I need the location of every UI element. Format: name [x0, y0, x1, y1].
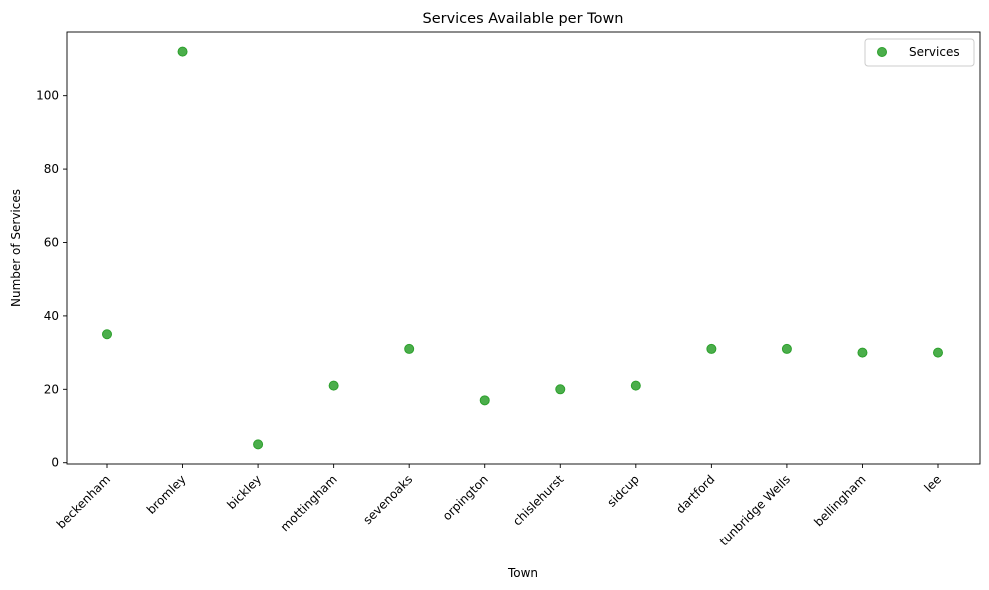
legend-marker-services	[877, 47, 887, 57]
x-tick-label: bickley	[224, 472, 264, 512]
data-point	[857, 347, 868, 358]
x-tick-label: tunbridge Wells	[717, 472, 793, 548]
x-axis-ticks: beckenham bromley bickley mottingham sevenoa…	[54, 464, 944, 548]
plot-area: 0 20 40 60 80 100 beckenham bromley bickley mott…	[36, 31, 981, 548]
x-tick-label: bellingham	[811, 472, 868, 529]
chart-title: Services Available per Town	[422, 11, 623, 27]
y-tick-label: 40	[44, 309, 59, 323]
data-point	[328, 380, 339, 391]
y-tick-label: 20	[44, 382, 59, 396]
data-point	[102, 329, 112, 340]
plot-frame	[66, 31, 981, 465]
data-point	[555, 384, 566, 395]
data-point	[933, 347, 943, 358]
data-point	[177, 46, 188, 57]
y-axis-ticks: 0 20 40 60 80 100	[36, 89, 67, 470]
data-point	[706, 343, 717, 354]
x-tick-label: beckenham	[54, 472, 113, 531]
x-tick-label: chislehurst	[510, 472, 566, 528]
legend-box	[864, 38, 975, 67]
data-point	[479, 395, 490, 406]
x-tick-label: orpington	[440, 472, 491, 523]
x-tick-label: sevenoaks	[360, 472, 415, 527]
data-points	[102, 46, 943, 450]
data-point	[404, 343, 415, 354]
y-tick-label: 100	[36, 89, 59, 103]
y-tick-label: 80	[44, 162, 59, 176]
x-axis-title: Town	[507, 566, 538, 580]
x-tick-label: dartford	[673, 472, 717, 516]
legend: Services	[864, 38, 975, 67]
legend-label-services: Services	[909, 45, 960, 59]
data-point	[781, 343, 792, 354]
y-tick-label: 0	[51, 456, 59, 470]
x-tick-label: lee	[921, 472, 944, 495]
y-tick-label: 60	[44, 235, 59, 249]
x-tick-label: sidcup	[604, 472, 641, 509]
data-point	[253, 439, 264, 450]
y-axis-title: Number of Services	[9, 189, 23, 307]
data-point	[630, 380, 641, 391]
x-tick-label: mottingham	[278, 472, 340, 534]
x-tick-label: bromley	[144, 472, 189, 517]
